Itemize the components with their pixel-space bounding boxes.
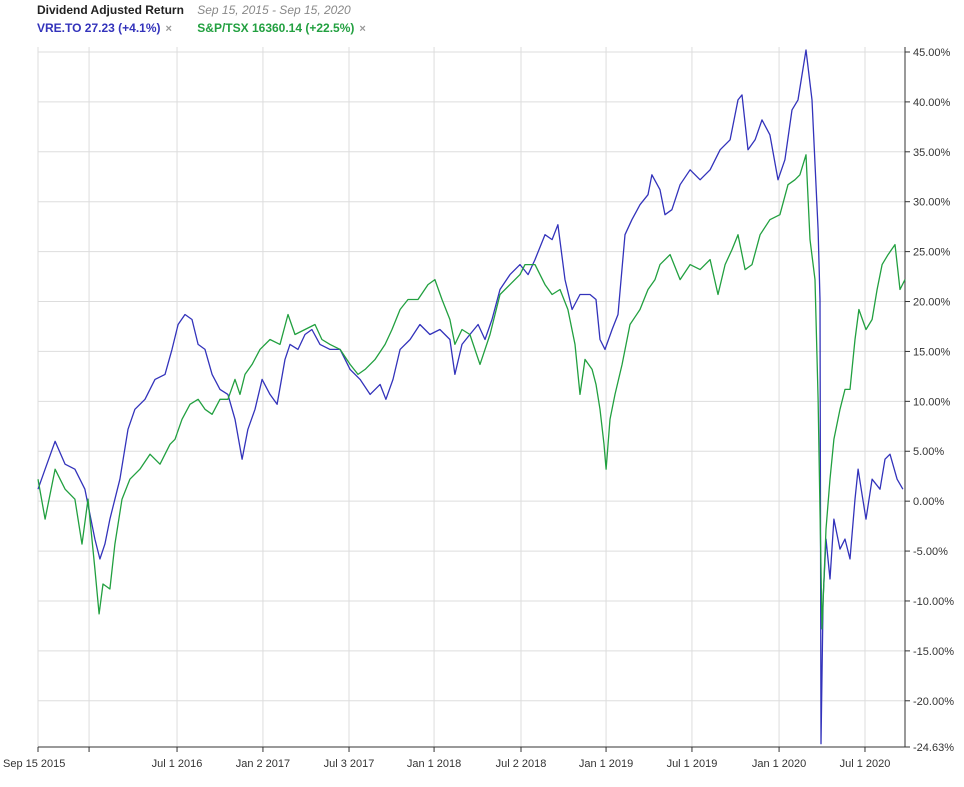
date-range: Sep 15, 2015 - Sep 15, 2020 — [197, 3, 351, 17]
y-tick-label: 15.00% — [913, 346, 951, 358]
y-tick-label: -20.00% — [913, 696, 954, 708]
y-tick-label: -10.00% — [913, 596, 954, 608]
remove-series-icon[interactable]: × — [165, 23, 172, 35]
series-line-vre — [37, 49, 904, 745]
y-tick-label: -5.00% — [913, 546, 948, 558]
y-tick-label: 10.00% — [913, 396, 951, 408]
x-tick-label: Jan 1 2018 — [407, 758, 461, 770]
legend: VRE.TO 27.23 (+4.1%) × S&P/TSX 16360.14 (… — [37, 21, 388, 35]
y-tick-label: 40.00% — [913, 97, 951, 109]
legend-label-tsx: S&P/TSX 16360.14 (+22.5%) — [197, 21, 355, 35]
x-tick-label: Jan 1 2019 — [579, 758, 633, 770]
y-tick-label: 45.00% — [913, 47, 951, 59]
legend-label-vre: VRE.TO 27.23 (+4.1%) — [37, 21, 161, 35]
x-tick-label: Jan 2 2017 — [236, 758, 290, 770]
y-tick-label: 5.00% — [913, 446, 944, 458]
y-tick-label: -15.00% — [913, 646, 954, 658]
y-tick-label: 35.00% — [913, 147, 951, 159]
x-tick-label: Jul 2 2018 — [496, 758, 547, 770]
x-tick-label: Jul 1 2016 — [152, 758, 203, 770]
y-tick-label: -24.63% — [913, 742, 954, 754]
chart-header: Dividend Adjusted Return Sep 15, 2015 - … — [37, 3, 351, 17]
x-tick-label: Jul 3 2017 — [324, 758, 375, 770]
y-tick-label: 0.00% — [913, 496, 944, 508]
x-tick-label: Jan 1 2020 — [752, 758, 806, 770]
series-line-tsx — [37, 154, 906, 630]
y-tick-label: 25.00% — [913, 247, 951, 259]
remove-series-icon[interactable]: × — [359, 23, 366, 35]
legend-item-tsx[interactable]: S&P/TSX 16360.14 (+22.5%) × — [197, 21, 366, 35]
y-tick-label: 20.00% — [913, 297, 951, 309]
x-tick-label: Jul 1 2020 — [840, 758, 891, 770]
x-tick-label: Jul 1 2019 — [667, 758, 718, 770]
legend-item-vre[interactable]: VRE.TO 27.23 (+4.1%) × — [37, 21, 172, 35]
y-tick-label: 30.00% — [913, 197, 951, 209]
x-tick-label: Sep 15 2015 — [3, 758, 65, 770]
chart-title: Dividend Adjusted Return — [37, 3, 184, 17]
